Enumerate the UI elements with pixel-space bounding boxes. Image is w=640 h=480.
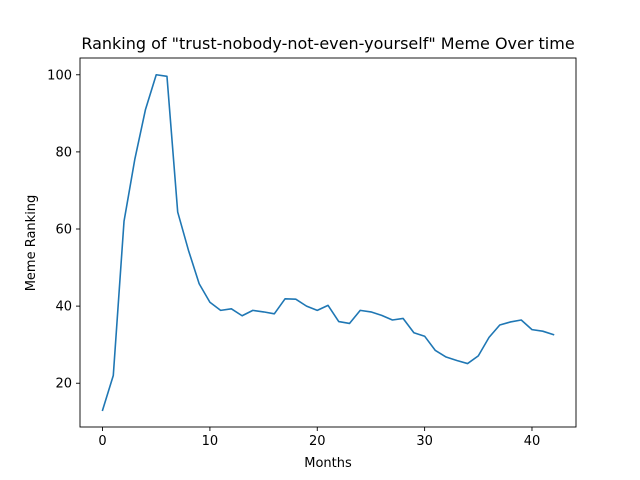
x-tick-label: 30 [416, 434, 433, 449]
y-tick-label: 40 [55, 300, 72, 315]
x-tick-label: 40 [524, 434, 541, 449]
y-tick-label: 60 [55, 223, 72, 238]
y-tick-label: 100 [47, 68, 72, 83]
y-tick-label: 20 [55, 377, 72, 392]
x-tick-label: 0 [98, 434, 106, 449]
x-tick-label: 20 [309, 434, 326, 449]
axes-frame [79, 57, 577, 428]
y-axis-label: Meme Ranking [24, 195, 39, 292]
chart-title: Ranking of "trust-nobody-not-even-yourse… [81, 34, 574, 53]
x-tick-label: 10 [202, 434, 219, 449]
x-axis-label: Months [304, 456, 352, 471]
y-tick-label: 80 [55, 145, 72, 160]
series-line-0 [101, 73, 555, 412]
plot-area: 0 10 20 30 40 20 40 60 80 100 [47, 57, 577, 449]
